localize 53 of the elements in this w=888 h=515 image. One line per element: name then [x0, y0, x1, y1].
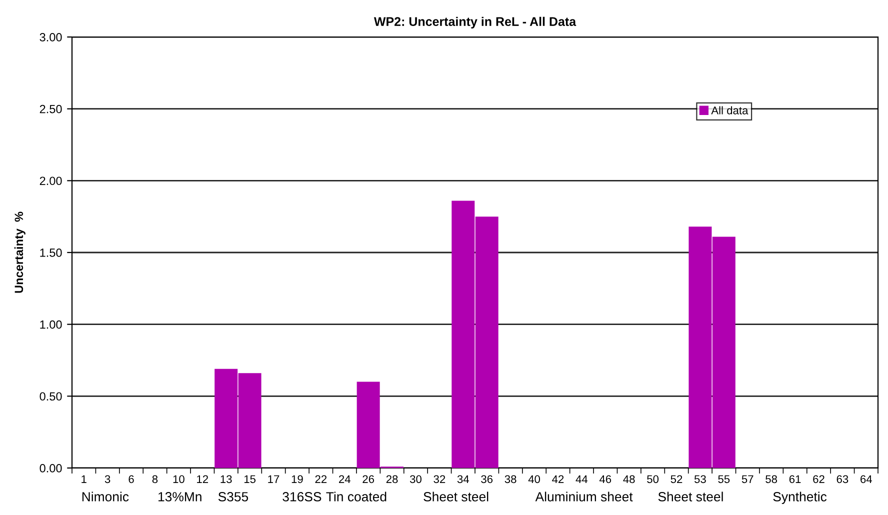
y-tick-label: 2.50	[40, 104, 62, 114]
x-tick-label: 26	[362, 475, 374, 484]
x-tick-label: 44	[576, 475, 588, 483]
text: Aluminium sheet	[535, 492, 633, 502]
y-tick-label: 1.50	[40, 248, 62, 257]
x-tick-label: 17	[268, 475, 280, 483]
x-tick-label: 30	[410, 475, 422, 484]
x-tick-label: 22	[315, 475, 327, 483]
x-tick-label: 34	[457, 475, 469, 484]
y-tick-label: 1.00	[40, 320, 62, 329]
legend-label: All data	[711, 106, 748, 114]
x-tick-label: 15	[244, 475, 256, 484]
x-tick-label: 48	[623, 475, 635, 484]
x-tick-label: 42	[552, 475, 564, 483]
y-tick-label: 0.00	[40, 464, 62, 472]
text: 13%Mn	[158, 492, 202, 502]
x-tick-label: 38	[504, 475, 516, 484]
x-tick-label: 40	[528, 475, 540, 484]
x-tick-label: 32	[434, 475, 446, 484]
x-tick-label: 53	[694, 475, 706, 484]
text: Sheet steel	[658, 492, 723, 502]
y-axis-title: Uncertainty %	[14, 212, 26, 293]
x-tick-label: 19	[292, 475, 303, 484]
x-tick-label: 64	[860, 475, 872, 484]
x-tick-label: 58	[766, 475, 778, 484]
x-tick-label: 62	[813, 475, 824, 484]
x-tick-label: 61	[789, 475, 801, 484]
x-tick-label: 3	[104, 475, 110, 484]
text: Tin coated	[326, 492, 386, 502]
x-tick-label: 1	[82, 475, 86, 483]
x-tick-label: 28	[386, 475, 398, 484]
x-tick-label: 8	[152, 475, 158, 484]
x-tick-label: 55	[718, 475, 730, 484]
x-tick-label: 57	[742, 475, 754, 484]
text: S355	[218, 492, 248, 502]
x-tick-label: 24	[339, 475, 350, 483]
text: 316SS	[282, 492, 322, 502]
x-tick-label: 12	[197, 475, 208, 483]
text: Synthetic	[773, 492, 827, 504]
y-tick-label: 3.00	[40, 33, 62, 42]
x-tick-label: 52	[670, 475, 682, 484]
x-tick-label: 13	[220, 475, 232, 484]
text: Sheet steel	[424, 492, 488, 502]
chart-title: WP2: Uncertainty in ReL - All Data	[374, 16, 576, 28]
text: Nimonic	[82, 492, 129, 502]
y-tick-label: 0.50	[40, 392, 62, 401]
x-tick-label: 50	[647, 475, 659, 484]
y-tick-label: 2.00	[40, 176, 62, 186]
x-tick-label: 63	[836, 475, 848, 484]
x-tick-label: 36	[481, 475, 493, 484]
x-tick-label: 6	[128, 475, 134, 484]
x-tick-label: 10	[173, 475, 184, 484]
x-tick-label: 46	[599, 475, 612, 484]
